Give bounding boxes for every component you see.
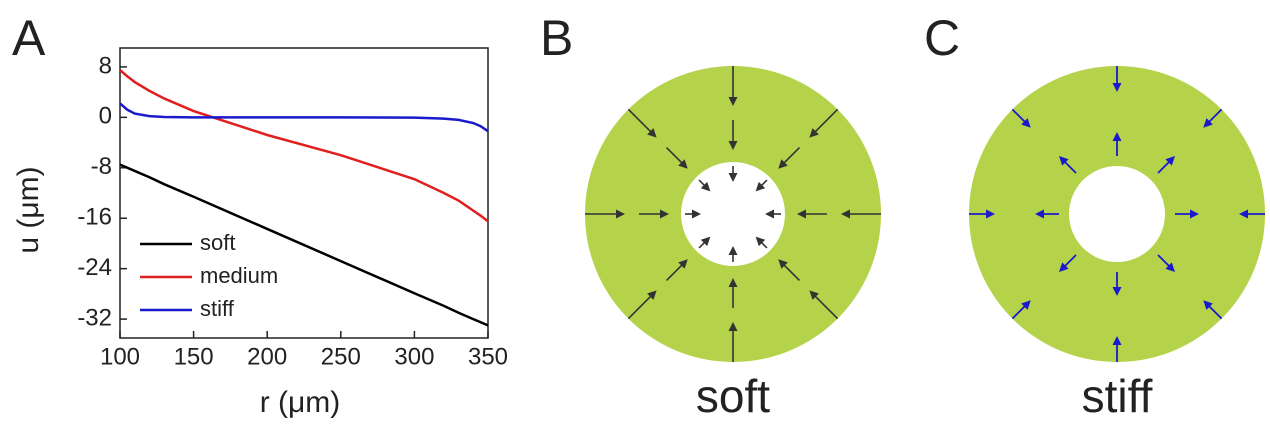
y-tick-label: -32 — [77, 304, 112, 331]
y-tick-label: 0 — [99, 103, 112, 130]
legend-label: soft — [200, 230, 235, 255]
x-tick-label: 300 — [394, 343, 434, 370]
series-line — [120, 103, 488, 131]
x-tick-label: 350 — [468, 343, 508, 370]
y-tick-label: -8 — [91, 153, 112, 180]
panel-label: B — [540, 10, 573, 66]
series-line — [120, 70, 488, 221]
y-tick-label: -24 — [77, 254, 112, 281]
hole — [1069, 166, 1165, 262]
y-axis-label: u (μm) — [12, 166, 45, 253]
legend-label: stiff — [200, 296, 235, 321]
diagram-caption: stiff — [1082, 370, 1153, 422]
plot-frame — [120, 48, 488, 338]
legend-label: medium — [200, 263, 278, 288]
panel-label: A — [12, 10, 46, 66]
x-tick-label: 250 — [321, 343, 361, 370]
panel-label: C — [924, 10, 960, 66]
x-tick-label: 150 — [174, 343, 214, 370]
y-tick-label: 8 — [99, 52, 112, 79]
diagram-caption: soft — [696, 370, 770, 422]
y-tick-label: -16 — [77, 204, 112, 231]
figure: A B C r (μm) u (μm) soft stiff 8 0 -8 -16 -2… — [0, 0, 1270, 428]
x-tick-label: 100 — [100, 343, 140, 370]
x-tick-label: 200 — [247, 343, 287, 370]
x-axis-label: r (μm) — [260, 386, 341, 419]
